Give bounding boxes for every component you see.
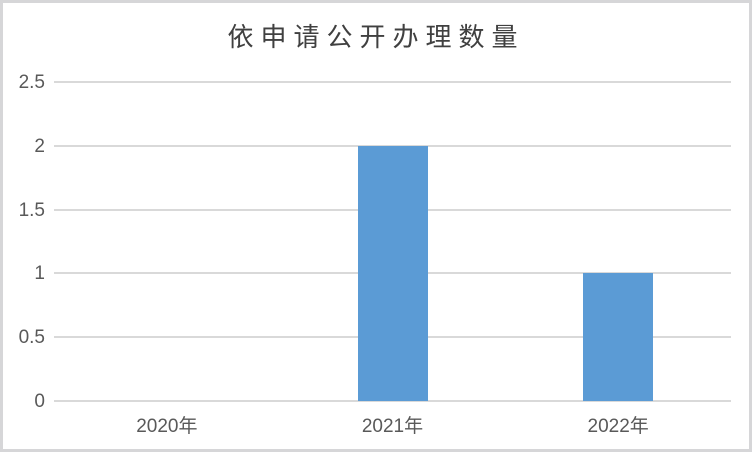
x-tick-label: 2022年 [587,416,649,437]
y-axis-tick-labels: 0 0.5 1 1.5 2 2.5 [3,73,45,411]
plot-area [54,81,731,402]
y-tick-label: 1 [34,263,45,285]
y-tick-label: 2.5 [18,72,45,93]
y-tick-label: 2 [34,135,45,157]
x-axis-tick-labels: 2020年 2021年 2022年 [54,407,731,437]
y-tick-label: 0.5 [18,327,45,349]
y-tick-label: 1.5 [18,199,45,221]
gridline [54,400,731,402]
gridline [54,144,731,147]
x-tick-label: 2021年 [361,416,424,437]
y-tick-label: 0 [34,391,45,412]
bar-2022年 [583,273,654,401]
x-tick-label: 2020年 [136,416,198,437]
gridline [54,81,731,83]
chart-title: 依申请公开办理数量 [227,23,525,53]
bar-2021年 [357,145,428,401]
